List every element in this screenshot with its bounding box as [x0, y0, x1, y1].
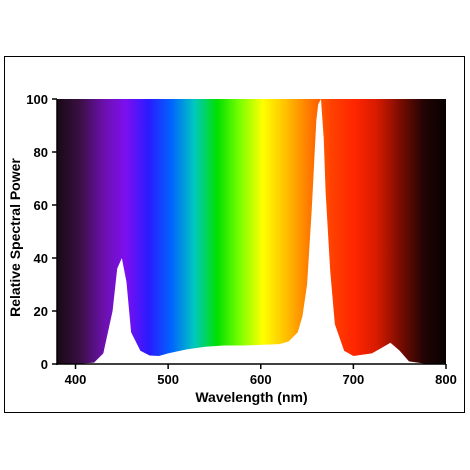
x-tick-label: 600	[250, 372, 272, 387]
x-tick-label: 800	[435, 372, 457, 387]
y-axis-ticks: 0 20 40 60 80 100	[26, 92, 57, 372]
y-tick-label: 100	[26, 92, 48, 107]
x-axis-label: Wavelength (nm)	[195, 389, 307, 405]
y-axis-label: Relative Spectral Power	[7, 158, 23, 317]
x-axis-ticks: 400 500 600 700 800	[65, 364, 457, 387]
y-tick-label: 0	[41, 357, 48, 372]
axes	[56, 99, 446, 365]
x-tick-label: 500	[157, 372, 179, 387]
y-tick-label: 20	[34, 304, 48, 319]
x-tick-label: 400	[65, 372, 87, 387]
y-tick-label: 80	[34, 145, 48, 160]
x-tick-label: 700	[343, 372, 365, 387]
y-tick-label: 40	[34, 251, 48, 266]
y-tick-label: 60	[34, 198, 48, 213]
